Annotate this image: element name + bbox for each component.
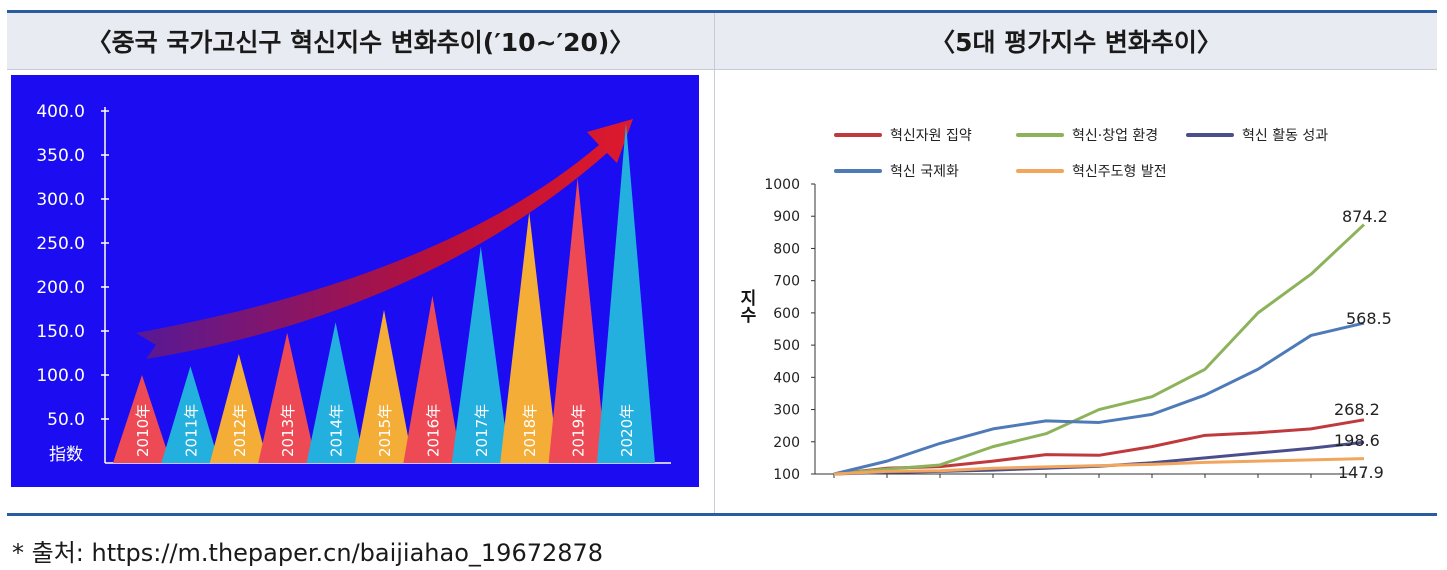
- x-tick-label: 2020年: [618, 404, 636, 457]
- x-tick-label: 2016年: [424, 404, 442, 457]
- y-axis-label: 지수: [736, 289, 756, 324]
- y-tick-label: 100.0: [36, 366, 85, 386]
- legend-label: 혁신·창업 환경: [1072, 128, 1158, 144]
- end-value-label: 147.9: [1338, 463, 1384, 482]
- source-note: * 출처: https://m.thepaper.cn/baijiahao_19…: [12, 539, 604, 567]
- triangle-bar: [500, 212, 559, 463]
- y-tick-label: 300: [773, 403, 800, 419]
- trend-arrow: [136, 119, 633, 359]
- y-tick-label: 200.0: [36, 278, 85, 298]
- triangle-bar: [451, 246, 510, 463]
- series-line: [833, 457, 1365, 476]
- y-tick-label: 400.0: [36, 102, 85, 122]
- y-tick-label: 350.0: [36, 146, 85, 166]
- y-tick-label: 250.0: [36, 234, 85, 254]
- triangle-chart: 400.0 350.0 300.0 250.0 200.0 150.0 100.0 50.0 指…: [36, 102, 671, 465]
- x-tick-label: 2011年: [182, 404, 200, 457]
- legend-label: 혁신자원 집약: [890, 128, 972, 144]
- x-tick-label: 2010年: [134, 404, 152, 457]
- legend-label: 혁신주도형 발전: [1072, 164, 1167, 180]
- y-tick-label: 300.0: [36, 190, 85, 210]
- end-value-label: 874.2: [1342, 207, 1388, 226]
- y-tick-label: 600: [773, 306, 800, 322]
- x-tick-label: 2014年: [328, 404, 346, 457]
- y-tick-label: 100: [773, 467, 800, 483]
- triangle-chart-panel: 400.0 350.0 300.0 250.0 200.0 150.0 100.0 50.0 指…: [11, 75, 699, 487]
- series-line: [833, 321, 1365, 476]
- series-line: [833, 440, 1365, 476]
- y-tick-label: 50.0: [47, 410, 85, 430]
- triangle-bar: [355, 309, 413, 463]
- triangle-bar: [548, 177, 607, 463]
- x-tick-label: 2018年: [521, 404, 539, 457]
- y-tick-label: 700: [773, 274, 800, 290]
- y-tick-label: 500: [773, 338, 800, 354]
- y-tick-label: 900: [773, 209, 800, 225]
- left-panel-title: 〈중국 국가고신구 혁신지수 변화추이(′10~′20)〉: [7, 13, 714, 70]
- x-tick-label: 2019年: [570, 404, 588, 457]
- series-line: [833, 223, 1366, 476]
- y-tick-label: 200: [773, 435, 800, 451]
- triangle-bar: [161, 366, 220, 463]
- triangle-bar: [403, 295, 462, 463]
- figure-frame: 〈중국 국가고신구 혁신지수 변화추이(′10~′20)〉 〈5대 평가지수 변…: [7, 10, 1437, 516]
- panel-divider: [714, 13, 715, 513]
- triangle-bar: [306, 322, 365, 463]
- end-value-label: 568.5: [1346, 309, 1392, 328]
- x-tick-label: 2012年: [231, 404, 249, 457]
- triangle-bar: [113, 375, 171, 463]
- x-tick-label: 2015年: [376, 404, 394, 457]
- triangle-bar: [597, 123, 655, 463]
- right-panel-title: 〈5대 평가지수 변화추이〉: [715, 13, 1437, 70]
- x-tick-label: 2013年: [279, 404, 297, 457]
- y-tick-label: 800: [773, 241, 800, 257]
- triangle-bar: [258, 332, 317, 463]
- y-tick-label: 400: [773, 370, 800, 386]
- legend-label: 혁신 국제화: [890, 164, 959, 180]
- end-value-label: 268.2: [1334, 400, 1380, 419]
- triangle-bar: [209, 353, 268, 463]
- end-value-label: 198.6: [1334, 431, 1380, 450]
- y-axis-label: 指数: [49, 445, 83, 465]
- y-tick-label: 150.0: [36, 322, 85, 342]
- x-tick-label: 2017年: [473, 404, 491, 457]
- y-tick-label: 1000: [764, 177, 800, 193]
- legend-label: 혁신 활동 성과: [1242, 128, 1328, 144]
